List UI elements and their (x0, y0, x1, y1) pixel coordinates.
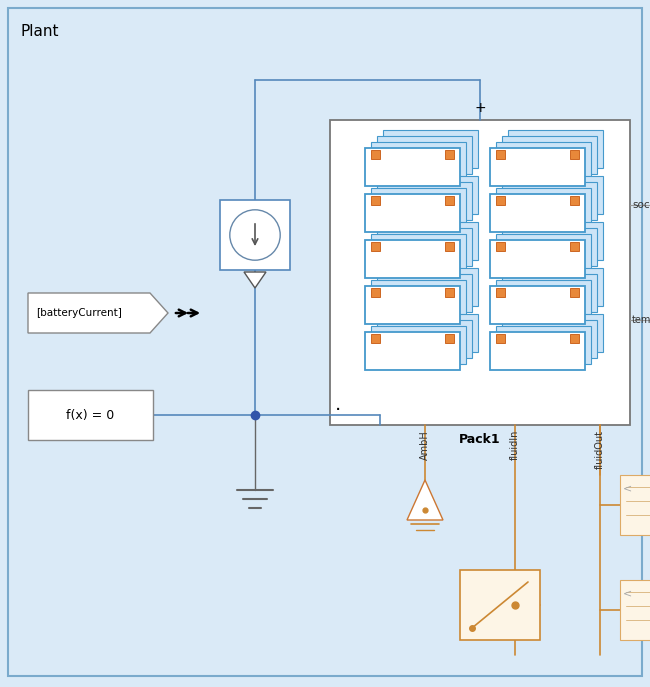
Bar (620, 475, 650, 535)
Bar (502, 320, 597, 358)
Circle shape (230, 210, 280, 260)
Bar (365, 240, 460, 278)
Bar (490, 240, 585, 278)
Text: fluidIn: fluidIn (510, 430, 520, 460)
Bar (508, 176, 603, 214)
Bar (371, 188, 466, 226)
Bar (496, 150, 505, 159)
Bar (570, 196, 579, 205)
Bar (502, 182, 597, 220)
Bar (371, 288, 380, 297)
Text: temperatureCell: temperatureCell (632, 315, 650, 325)
Bar (502, 136, 597, 174)
Bar (383, 268, 478, 306)
Bar (490, 148, 585, 186)
Bar (570, 242, 579, 251)
Bar (570, 334, 579, 343)
Text: f(x) = 0: f(x) = 0 (66, 409, 114, 422)
Bar (508, 268, 603, 306)
Text: Plant: Plant (20, 24, 58, 39)
Bar (371, 242, 380, 251)
Polygon shape (407, 480, 443, 520)
Bar (496, 196, 505, 205)
Polygon shape (28, 293, 168, 333)
Bar (496, 142, 591, 180)
Bar (508, 130, 603, 168)
Text: fluidOut: fluidOut (595, 430, 605, 469)
Bar (445, 242, 454, 251)
Bar (496, 188, 591, 226)
Bar (496, 334, 505, 343)
Text: Pack1: Pack1 (459, 433, 500, 446)
Bar (496, 326, 591, 364)
Bar (620, 580, 650, 640)
Polygon shape (244, 272, 266, 288)
Bar (377, 182, 472, 220)
Bar (496, 288, 505, 297)
Bar (502, 228, 597, 266)
Bar (570, 150, 579, 159)
Bar (371, 326, 466, 364)
Bar (371, 142, 466, 180)
Bar (490, 194, 585, 232)
Bar (377, 320, 472, 358)
Bar (383, 314, 478, 352)
Bar (383, 222, 478, 260)
Bar (28, 390, 153, 440)
Bar (496, 234, 591, 272)
Bar (508, 314, 603, 352)
Bar (377, 136, 472, 174)
Bar (445, 150, 454, 159)
Text: socCell: socCell (632, 200, 650, 210)
Bar (496, 242, 505, 251)
Bar (383, 130, 478, 168)
Bar (383, 176, 478, 214)
Bar (508, 222, 603, 260)
Bar (371, 196, 380, 205)
Bar (502, 274, 597, 312)
Bar (377, 274, 472, 312)
Bar (496, 280, 591, 318)
Text: [batteryCurrent]: [batteryCurrent] (36, 308, 122, 318)
Bar (371, 234, 466, 272)
Bar (365, 148, 460, 186)
Text: <: < (623, 483, 632, 493)
Bar (330, 120, 630, 425)
Bar (371, 150, 380, 159)
Bar (445, 288, 454, 297)
Bar (365, 194, 460, 232)
Bar (371, 334, 380, 343)
Text: AmbH: AmbH (420, 430, 430, 460)
Bar (445, 196, 454, 205)
Bar (570, 288, 579, 297)
Bar (490, 332, 585, 370)
Bar (365, 332, 460, 370)
Text: +: + (474, 101, 486, 115)
Bar (490, 286, 585, 324)
Bar (460, 570, 540, 640)
Bar (365, 286, 460, 324)
Bar (371, 280, 466, 318)
Text: ·: · (335, 401, 341, 420)
Text: <: < (623, 588, 632, 598)
Bar (377, 228, 472, 266)
Bar (445, 334, 454, 343)
Bar (220, 200, 290, 270)
